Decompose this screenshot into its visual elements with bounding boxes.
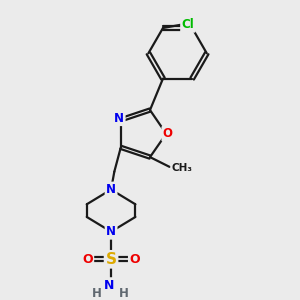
Text: N: N xyxy=(104,279,115,292)
Text: H: H xyxy=(118,287,128,300)
Text: N: N xyxy=(114,112,124,125)
Text: O: O xyxy=(82,253,93,266)
Text: O: O xyxy=(163,127,173,140)
Text: Cl: Cl xyxy=(182,18,194,31)
Text: S: S xyxy=(106,252,117,267)
Text: CH₃: CH₃ xyxy=(171,164,192,173)
Text: N: N xyxy=(106,225,116,238)
Text: N: N xyxy=(106,183,116,196)
Text: O: O xyxy=(129,253,140,266)
Text: H: H xyxy=(92,287,101,300)
